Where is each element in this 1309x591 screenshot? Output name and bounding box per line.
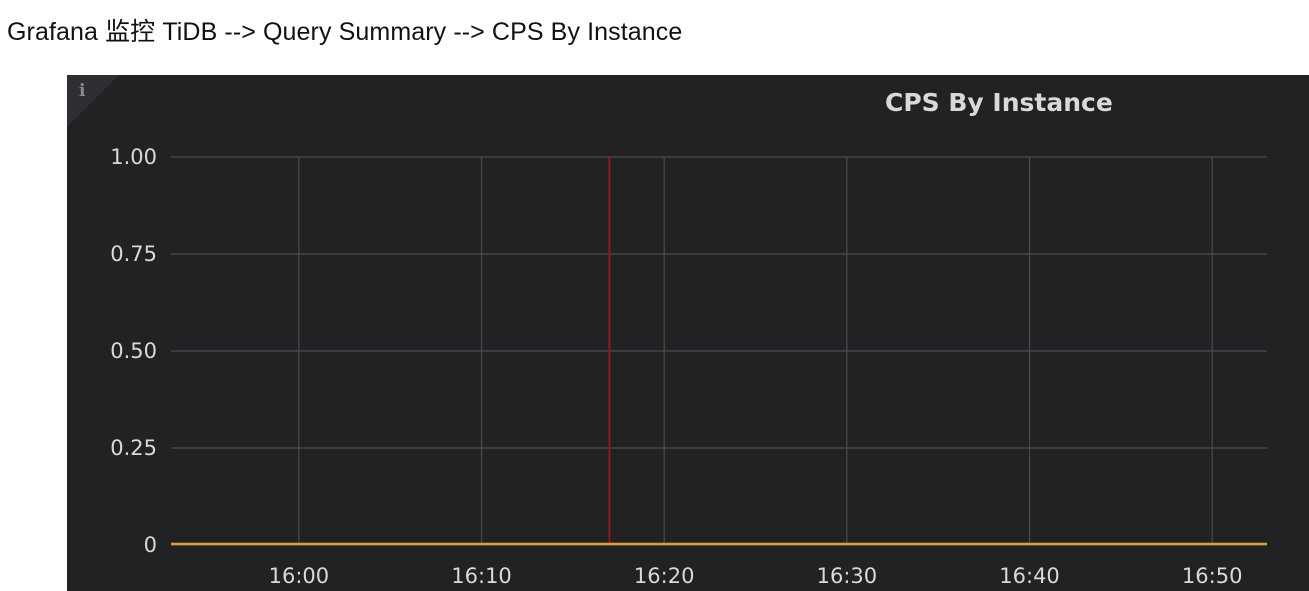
x-tick-label: 16:30 bbox=[817, 564, 878, 588]
x-axis-labels: 16:00 16:10 16:20 16:30 16:40 16:50 bbox=[269, 564, 1243, 588]
x-tick-label: 16:00 bbox=[269, 564, 330, 588]
y-axis-labels: 0 0.25 0.50 0.75 1.00 bbox=[110, 145, 157, 557]
grafana-panel: i CPS By Instance 0 0.25 0.50 0.75 1.00 16:0… bbox=[67, 75, 1309, 591]
x-tick-label: 16:40 bbox=[999, 564, 1060, 588]
y-tick-label: 0 bbox=[144, 533, 157, 557]
x-tick-label: 16:50 bbox=[1182, 564, 1243, 588]
y-tick-label: 1.00 bbox=[110, 145, 157, 169]
x-tick-label: 16:10 bbox=[451, 564, 512, 588]
panel-title[interactable]: CPS By Instance bbox=[885, 88, 1113, 117]
y-tick-label: 0.50 bbox=[110, 339, 157, 363]
chart-plot: 00.250.500.751.00 16:00 16:10 16:20 16:30 16… bbox=[110, 145, 1267, 588]
y-tick-label: 0.75 bbox=[110, 242, 157, 266]
info-icon[interactable]: i bbox=[79, 81, 86, 101]
x-tick-label: 16:20 bbox=[634, 564, 695, 588]
page-caption: Grafana 监控 TiDB --> Query Summary --> CP… bbox=[7, 18, 683, 46]
y-tick-label: 0.25 bbox=[110, 436, 157, 460]
panel-info-corner[interactable] bbox=[67, 75, 119, 127]
grid-layer bbox=[171, 156, 1267, 546]
